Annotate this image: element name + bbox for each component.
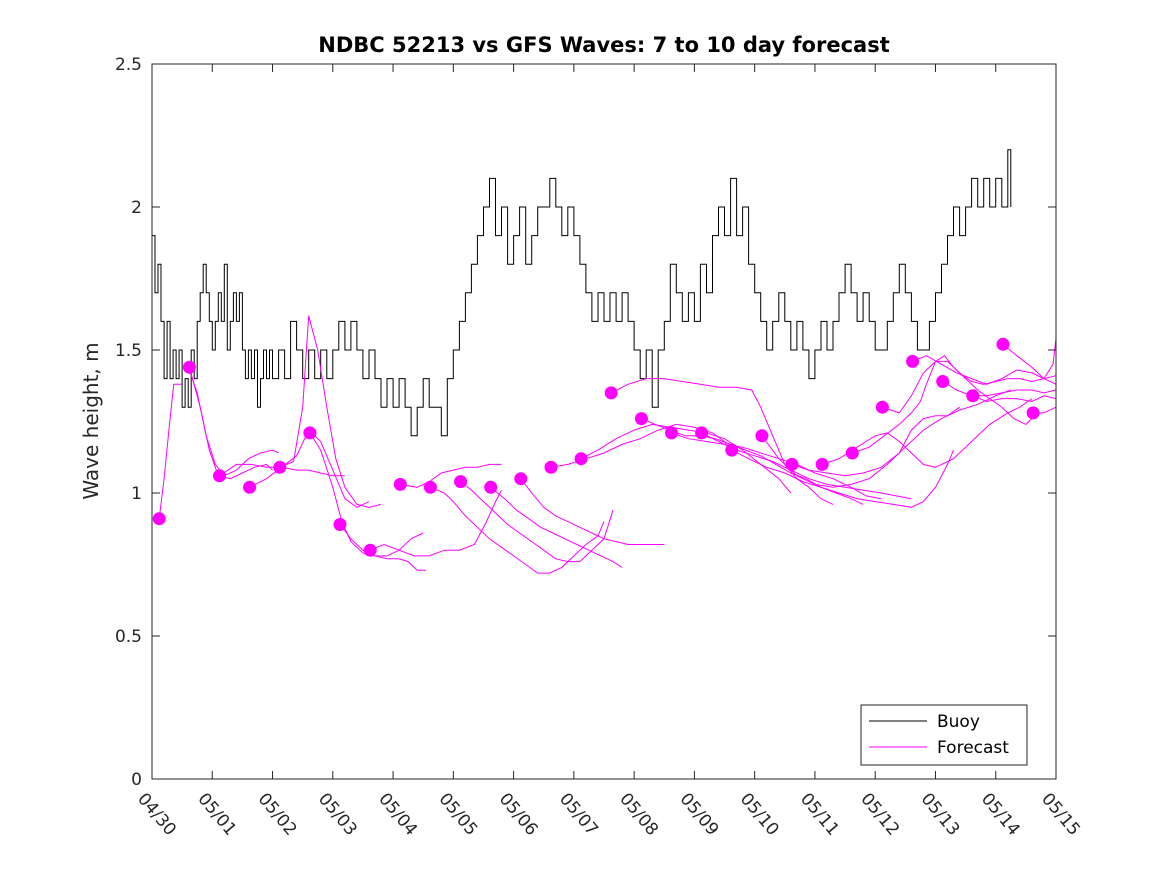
forecast-marker-4 [243,480,257,494]
forecast-marker-21 [755,429,769,443]
forecast-marker-20 [725,443,739,457]
forecast-line-4 [219,463,345,477]
forecast-marker-17 [634,412,648,426]
forecast-marker-5 [273,460,287,474]
forecast-marker-2 [182,360,196,374]
forecast-line-28 [942,381,1057,397]
forecast-line-29 [972,395,1057,403]
plot-frame [151,63,1057,780]
y-tick-label-2: 1 [131,484,142,504]
forecast-line-22 [761,389,1011,488]
forecast-marker-10 [423,480,437,494]
forecast-line-8 [339,524,427,571]
forecast-marker-8 [363,543,377,557]
forecast-marker-7 [333,518,347,531]
buoy-series [152,149,1012,437]
forecast-line-10 [400,463,502,488]
plot-area [152,64,1056,779]
forecast-marker-11 [454,475,468,489]
forecast-line-11 [430,486,605,574]
forecast-marker-1 [152,512,166,526]
forecast-line-13 [490,486,623,568]
forecast-marker-23 [815,457,829,471]
forecast-line-3 [187,367,279,477]
buoy-line [152,149,1012,437]
forecast-line-27 [912,355,1057,385]
y-tick-label-4: 2 [131,198,142,218]
y-tick-label-3: 1.5 [115,341,142,361]
forecast-marker-3 [213,469,226,483]
forecast-marker-16 [604,386,618,400]
forecast-marker-6 [303,426,317,440]
y-tick-label-5: 2.5 [115,55,142,75]
forecast-line-7 [309,432,424,557]
forecast-marker-26 [906,354,920,368]
forecast-line-21 [731,449,954,508]
forecast-marker-29 [996,337,1010,351]
forecast-line-1 [158,383,183,519]
forecast-line-25 [852,355,1039,454]
forecast-line-17 [610,378,834,505]
forecast-line-30 [1002,338,1057,380]
forecast-line-9 [370,489,502,557]
forecast-line-26 [882,360,1057,414]
forecast-line-6 [279,315,382,508]
y-tick-label-0: 0 [131,770,142,790]
forecast-marker-24 [845,446,859,460]
forecast-marker-12 [484,480,498,494]
legend-box [860,704,1028,766]
legend-forecast-label: Forecast [937,738,1009,758]
legend-buoy-label: Buoy [937,712,980,732]
forecast-marker-30 [1026,406,1040,420]
forecast-line-14 [520,478,665,545]
forecast-marker-22 [785,457,799,471]
forecast-marker-14 [544,460,558,474]
forecast-series [152,315,1057,574]
y-axis-label: Wave height, m [79,342,103,499]
forecast-line-12 [460,481,614,563]
forecast-line-23 [791,406,960,477]
forecast-marker-9 [393,477,407,491]
forecast-marker-28 [966,389,980,403]
forecast-marker-18 [665,426,678,440]
forecast-marker-13 [514,472,528,486]
y-tick-label-1: 0.5 [115,627,142,647]
chart-title: NDBC 52213 vs GFS Waves: 7 to 10 day for… [318,33,889,57]
forecast-line-24 [822,398,1033,468]
legend: Buoy Forecast [860,704,1028,766]
forecast-marker-19 [695,426,709,440]
forecast-marker-25 [875,400,889,414]
forecast-marker-15 [574,452,588,466]
forecast-marker-27 [936,375,950,388]
